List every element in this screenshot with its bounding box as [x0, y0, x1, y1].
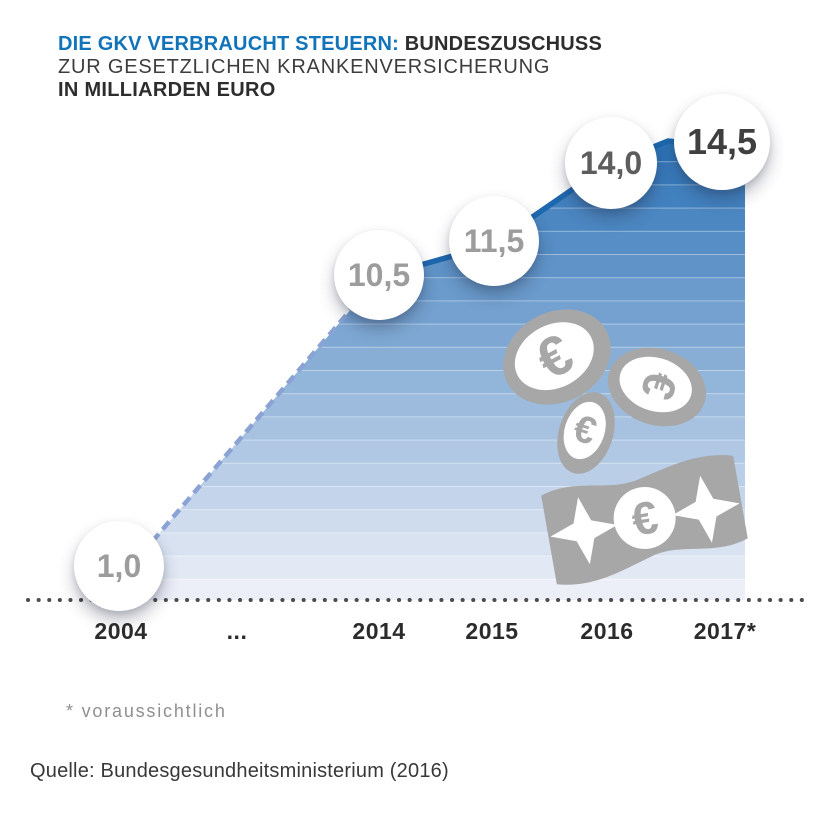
euro-coin-icon: €	[608, 347, 706, 427]
euro-money-decoration: € €€€	[503, 309, 748, 585]
axis-label-2016: 2016	[580, 618, 634, 644]
unit-line: IN MILLIARDEN EURO	[58, 79, 276, 101]
value-bubble-2016: 14,0	[565, 117, 657, 209]
euro-banknote-icon: €	[541, 455, 748, 585]
chart-title-block: DIE GKV VERBRAUCHT STEUERN: BUNDESZUSCHU…	[58, 33, 602, 102]
euro-coin-icon: €	[557, 392, 615, 474]
subtitle: ZUR GESETZLICHEN KRANKENVERSICHERUNG	[58, 56, 551, 78]
value-bubble-2014: 10,5	[334, 230, 424, 320]
value-bubble-2015: 11,5	[449, 196, 539, 286]
axis-label-2017: 2017*	[693, 618, 757, 644]
value-bubble-2017: 14,5	[674, 94, 770, 190]
euro-coin-icon: €	[503, 309, 611, 405]
title-highlight: DIE GKV VERBRAUCHT STEUERN:	[58, 33, 399, 55]
title-rest: BUNDESZUSCHUSS	[404, 33, 603, 55]
axis-label-2015: 2015	[465, 618, 519, 644]
source-line: Quelle: Bundesgesundheitsministerium (20…	[30, 760, 449, 782]
axis-label-gap: ...	[226, 618, 248, 644]
gap-dashed-line	[119, 275, 381, 580]
footnote: * voraussichtlich	[66, 701, 227, 721]
value-bubble-2004: 1,0	[74, 521, 164, 611]
axis-label-2014: 2014	[352, 618, 406, 644]
title-line: DIE GKV VERBRAUCHT STEUERN: BUNDESZUSCHU…	[58, 33, 602, 56]
axis-label-2004: 2004	[94, 618, 148, 644]
